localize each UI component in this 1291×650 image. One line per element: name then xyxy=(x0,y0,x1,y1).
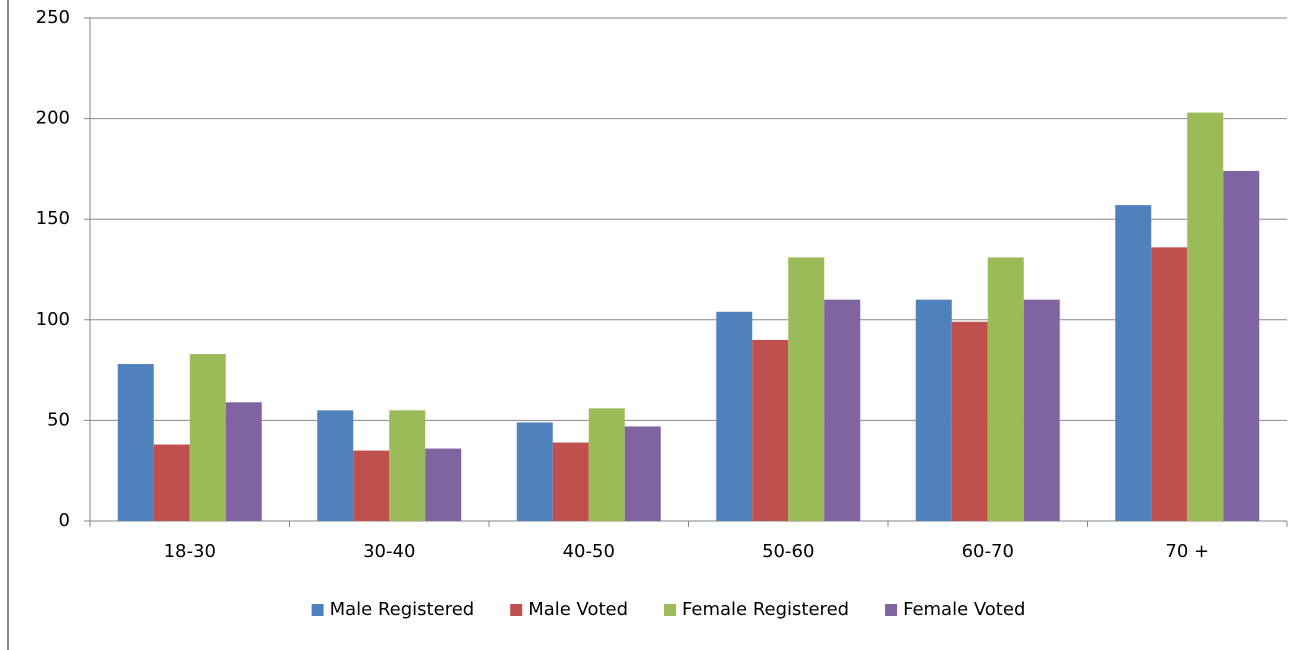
legend-swatch xyxy=(664,604,677,616)
y-tick-label: 100 xyxy=(36,309,70,330)
bar xyxy=(225,402,262,521)
bar xyxy=(1023,299,1060,521)
bar xyxy=(317,410,354,521)
x-tick-label: 50-60 xyxy=(762,541,814,562)
x-tick-label: 70 + xyxy=(1165,541,1209,562)
bar xyxy=(716,311,753,521)
bar xyxy=(552,442,589,521)
y-tick-label: 250 xyxy=(36,7,70,28)
bar xyxy=(624,426,661,521)
x-tick-label: 18-30 xyxy=(164,541,216,562)
legend-swatch xyxy=(510,604,523,616)
bar xyxy=(788,257,825,521)
legend-label: Female Registered xyxy=(682,599,849,620)
x-tick-label: 60-70 xyxy=(962,541,1014,562)
y-tick-label: 150 xyxy=(36,208,70,229)
bar xyxy=(153,444,190,521)
bar xyxy=(824,299,861,521)
bar xyxy=(516,422,553,521)
y-tick-label: 200 xyxy=(36,108,70,129)
bar xyxy=(951,321,988,521)
bar xyxy=(353,450,390,521)
legend-label: Female Voted xyxy=(903,599,1025,620)
bar xyxy=(987,257,1024,521)
legend-label: Male Registered xyxy=(330,599,475,620)
y-tick-label: 50 xyxy=(47,409,70,430)
bar xyxy=(189,354,226,521)
bar xyxy=(1223,170,1260,522)
bar xyxy=(1187,112,1224,522)
bar xyxy=(389,410,426,521)
bar xyxy=(588,408,625,521)
bar xyxy=(915,299,952,521)
x-tick-label: 30-40 xyxy=(363,541,415,562)
legend-swatch xyxy=(311,604,324,616)
legend-label: Male Voted xyxy=(528,599,628,620)
bar xyxy=(425,448,462,521)
legend-swatch xyxy=(885,604,898,616)
x-tick-label: 40-50 xyxy=(563,541,615,562)
bar xyxy=(1115,205,1152,521)
y-tick-label: 0 xyxy=(59,510,70,531)
bar xyxy=(752,339,789,521)
bar xyxy=(117,364,154,521)
bar xyxy=(1151,247,1188,522)
